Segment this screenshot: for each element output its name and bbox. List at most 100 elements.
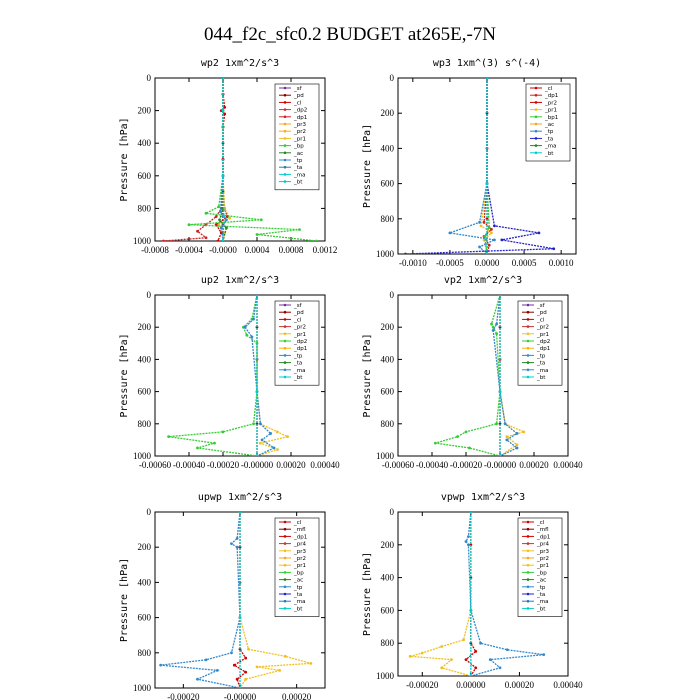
legend-label: _pr1	[293, 332, 306, 338]
legend-marker	[283, 535, 287, 538]
data-point	[259, 441, 262, 445]
legend-label: _sf	[293, 86, 303, 92]
y-axis-label: Pressure [hPa]	[362, 552, 373, 636]
data-point	[498, 422, 502, 426]
legend-label: _pr1	[293, 563, 306, 569]
legend-label: _dp1	[536, 534, 550, 540]
x-tick-label: -0.00020	[207, 460, 240, 470]
data-point	[434, 441, 437, 445]
y-tick-label: 200	[138, 542, 152, 552]
data-point	[515, 446, 519, 450]
panel-title: vp2 1xm^2/s^3	[444, 275, 522, 286]
legend-label: _pr2	[293, 129, 306, 135]
x-tick-label: -0.00020	[406, 680, 439, 690]
data-point	[448, 231, 452, 235]
legend-label: _cl	[293, 317, 302, 323]
x-tick-label: -0.0005	[436, 258, 464, 268]
y-tick-label: 400	[138, 354, 152, 364]
legend-label: _pr1	[536, 563, 549, 569]
legend-label: _ma	[293, 599, 305, 605]
data-point	[498, 325, 502, 329]
data-point	[204, 658, 208, 662]
legend-marker	[283, 310, 287, 314]
legend-marker	[283, 354, 287, 357]
legend-marker	[283, 361, 287, 364]
data-point	[276, 448, 279, 451]
series-line-dp2	[435, 295, 501, 456]
legend-marker	[283, 542, 287, 545]
legend-marker	[283, 339, 287, 343]
legend-label: _bt	[293, 606, 303, 612]
data-point	[196, 446, 199, 450]
chart-panel-2: wp3 1xm^(3) s^(-4) Pressure [hPa] 0 200 400 6…	[362, 58, 577, 268]
data-point	[238, 647, 242, 651]
legend-label: _ta	[293, 361, 302, 367]
data-point	[482, 220, 486, 224]
data-point	[255, 454, 259, 456]
data-point	[223, 105, 227, 109]
data-point	[485, 252, 489, 254]
x-tick-label: 0.00020	[276, 460, 306, 470]
y-tick-label: 800	[138, 648, 152, 658]
data-point	[159, 663, 163, 667]
legend-marker	[283, 144, 287, 147]
legend-label: _tp	[293, 158, 303, 164]
data-point	[440, 666, 444, 670]
y-tick-label: 200	[381, 540, 395, 550]
data-point	[485, 78, 489, 80]
series-group	[159, 512, 313, 688]
legend-label: _ma	[536, 368, 548, 374]
data-point	[255, 295, 259, 297]
legend-marker	[283, 165, 287, 169]
y-tick-label: 600	[138, 171, 152, 181]
data-point	[485, 182, 489, 186]
legend-box	[517, 517, 563, 617]
data-point	[505, 438, 509, 442]
legend-label: _ma	[293, 368, 305, 374]
data-point	[487, 226, 491, 230]
y-tick-label: 600	[138, 387, 152, 397]
data-point	[286, 435, 289, 439]
data-point	[515, 443, 519, 447]
data-point	[225, 226, 228, 230]
data-point	[488, 658, 492, 661]
legend-marker	[283, 122, 287, 126]
legend-label: _cl	[293, 520, 302, 526]
data-point	[213, 441, 216, 445]
chart-panel-6: vpwp 1xm^2/s^3 Pressure [hPa] 0 200 400 600 80…	[362, 492, 583, 690]
data-point	[250, 335, 254, 339]
legend-marker	[283, 101, 287, 104]
y-tick-label: 200	[381, 322, 395, 332]
data-point	[216, 239, 220, 241]
data-point	[235, 677, 239, 681]
data-point	[469, 609, 473, 612]
legend-marker	[526, 607, 530, 610]
legend-marker	[534, 86, 538, 90]
data-point	[500, 238, 504, 242]
legend-marker	[283, 592, 287, 596]
data-point	[479, 224, 483, 228]
legend-marker	[283, 93, 287, 97]
legend-marker	[283, 151, 287, 155]
data-point	[440, 645, 444, 648]
x-tick-label: 0.0004	[245, 245, 270, 255]
x-tick-label: -0.0000	[209, 245, 237, 255]
data-point	[542, 653, 546, 657]
legend-label: _ac	[293, 578, 303, 584]
y-tick-label: 200	[138, 106, 152, 116]
panel-title: vpwp 1xm^2/s^3	[441, 492, 525, 503]
x-tick-label: 0.0008	[279, 245, 304, 255]
legend-marker	[283, 129, 287, 133]
data-point	[283, 654, 287, 658]
data-point	[491, 329, 495, 332]
y-tick-label: 600	[381, 179, 395, 189]
legend-label: _bp	[293, 144, 304, 150]
legend-label: _pr2	[293, 556, 306, 562]
legend-marker	[283, 527, 287, 531]
data-point	[252, 422, 256, 426]
series-group	[162, 78, 318, 241]
legend-marker	[534, 144, 538, 147]
legend-label: _ac	[293, 151, 303, 157]
data-point	[485, 217, 489, 221]
